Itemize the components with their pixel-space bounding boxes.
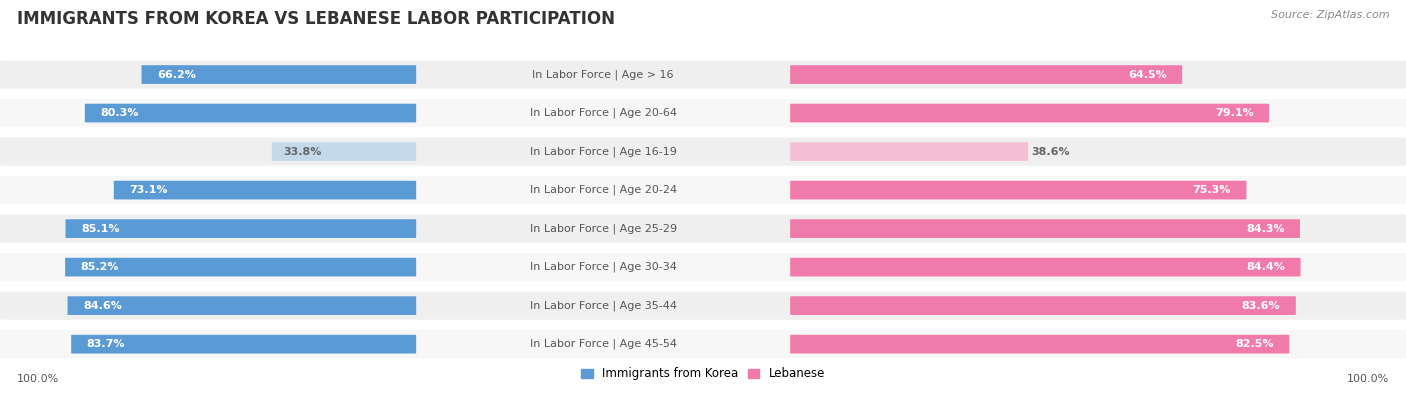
Text: Source: ZipAtlas.com: Source: ZipAtlas.com [1271,10,1389,20]
Text: 66.2%: 66.2% [157,70,195,79]
Text: 83.6%: 83.6% [1241,301,1281,310]
FancyBboxPatch shape [66,219,416,238]
FancyBboxPatch shape [790,219,1301,238]
FancyBboxPatch shape [72,335,416,354]
FancyBboxPatch shape [0,292,1406,320]
Text: 100.0%: 100.0% [1347,374,1389,384]
Text: In Labor Force | Age 20-64: In Labor Force | Age 20-64 [530,108,676,118]
FancyBboxPatch shape [790,296,1296,315]
Text: In Labor Force | Age > 16: In Labor Force | Age > 16 [533,69,673,80]
FancyBboxPatch shape [0,176,1406,204]
Text: 100.0%: 100.0% [17,374,59,384]
FancyBboxPatch shape [790,104,1270,122]
Text: In Labor Force | Age 45-54: In Labor Force | Age 45-54 [530,339,676,350]
Text: 33.8%: 33.8% [283,147,322,156]
Text: IMMIGRANTS FROM KOREA VS LEBANESE LABOR PARTICIPATION: IMMIGRANTS FROM KOREA VS LEBANESE LABOR … [17,10,614,28]
FancyBboxPatch shape [67,296,416,315]
FancyBboxPatch shape [114,181,416,199]
Text: 75.3%: 75.3% [1192,185,1232,195]
Text: 85.1%: 85.1% [82,224,120,233]
FancyBboxPatch shape [0,137,1406,166]
Text: 79.1%: 79.1% [1215,108,1254,118]
FancyBboxPatch shape [790,258,1301,276]
Text: 73.1%: 73.1% [129,185,167,195]
Text: 80.3%: 80.3% [100,108,139,118]
Text: 38.6%: 38.6% [1031,147,1070,156]
FancyBboxPatch shape [0,60,1406,88]
Text: In Labor Force | Age 35-44: In Labor Force | Age 35-44 [530,300,676,311]
FancyBboxPatch shape [271,142,416,161]
Text: 84.6%: 84.6% [83,301,122,310]
Text: 84.3%: 84.3% [1246,224,1285,233]
Text: 85.2%: 85.2% [80,262,120,272]
FancyBboxPatch shape [0,214,1406,243]
Text: In Labor Force | Age 16-19: In Labor Force | Age 16-19 [530,146,676,157]
FancyBboxPatch shape [0,253,1406,281]
Text: 83.7%: 83.7% [87,339,125,349]
FancyBboxPatch shape [84,104,416,122]
Text: 84.4%: 84.4% [1246,262,1285,272]
Text: In Labor Force | Age 20-24: In Labor Force | Age 20-24 [530,185,676,196]
FancyBboxPatch shape [0,330,1406,358]
FancyBboxPatch shape [790,142,1028,161]
Text: In Labor Force | Age 30-34: In Labor Force | Age 30-34 [530,262,676,273]
Text: 82.5%: 82.5% [1236,339,1274,349]
FancyBboxPatch shape [65,258,416,276]
FancyBboxPatch shape [142,65,416,84]
Text: In Labor Force | Age 25-29: In Labor Force | Age 25-29 [530,223,676,234]
FancyBboxPatch shape [0,99,1406,127]
FancyBboxPatch shape [790,181,1247,199]
FancyBboxPatch shape [790,65,1182,84]
Text: 64.5%: 64.5% [1128,70,1167,79]
Legend: Immigrants from Korea, Lebanese: Immigrants from Korea, Lebanese [576,363,830,385]
FancyBboxPatch shape [790,335,1289,354]
